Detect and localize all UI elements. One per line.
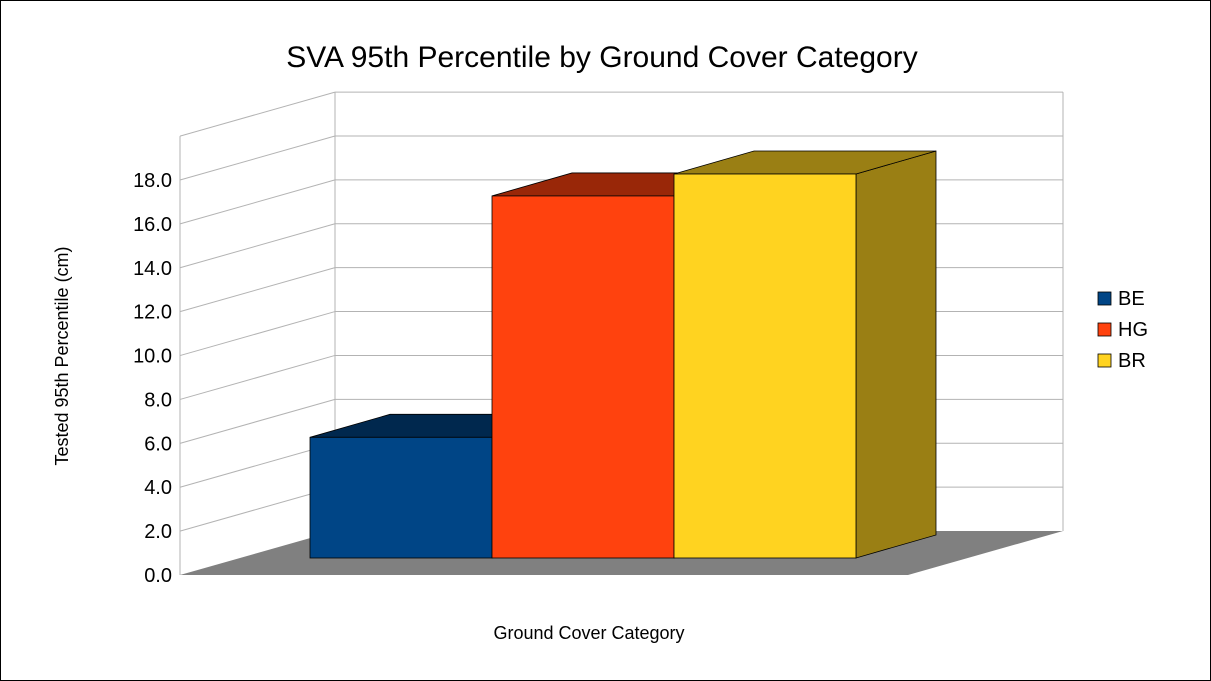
y-tick-label: 2.0 <box>144 521 172 543</box>
y-tick-label: 8.0 <box>144 389 172 411</box>
grid-line-side <box>179 442 336 488</box>
grid-line-side <box>179 354 336 400</box>
y-tick-label: 18.0 <box>133 170 172 192</box>
grid-line-side <box>179 179 336 225</box>
grid-line-side <box>179 398 336 444</box>
y-tick-label: 10.0 <box>133 346 172 368</box>
legend-item-be: BE <box>1097 288 1145 310</box>
legend-label: HG <box>1118 319 1148 341</box>
legend-swatch <box>1097 291 1112 306</box>
y-tick-label: 14.0 <box>133 258 172 280</box>
y-tick-label: 6.0 <box>144 433 172 455</box>
y-tick-label: 4.0 <box>144 477 172 499</box>
bars <box>309 150 937 559</box>
legend-swatch <box>1097 322 1112 337</box>
bar-front <box>309 436 493 559</box>
legend-label: BE <box>1118 288 1145 310</box>
grid-line-side <box>179 91 336 137</box>
bar-side <box>855 150 937 559</box>
legend-item-br: BR <box>1097 350 1146 372</box>
x-axis-label: Ground Cover Category <box>493 623 684 643</box>
legend-label: BR <box>1118 350 1146 372</box>
y-tick-labels: 0.0 2.0 4.0 6.0 8.0 10.0 12.0 14.0 16.0 18.0 <box>133 170 172 587</box>
grid-line-side <box>179 311 336 357</box>
grid-line-side <box>179 135 336 181</box>
bar-front <box>491 195 675 559</box>
y-tick-label: 16.0 <box>133 214 172 236</box>
grid-line-side <box>179 267 336 313</box>
legend-swatch <box>1097 353 1112 368</box>
grid-line-side <box>179 486 336 532</box>
bar-br <box>673 150 937 559</box>
chart-title: SVA 95th Percentile by Ground Cover Cate… <box>286 41 917 74</box>
bar-front <box>673 173 857 559</box>
grid-line-side <box>179 223 336 269</box>
y-axis-label: Tested 95th Percentile (cm) <box>52 246 72 465</box>
legend: BE HG BR <box>1097 288 1148 372</box>
y-tick-label: 0.0 <box>144 565 172 587</box>
legend-item-hg: HG <box>1097 319 1148 341</box>
y-tick-label: 12.0 <box>133 302 172 324</box>
